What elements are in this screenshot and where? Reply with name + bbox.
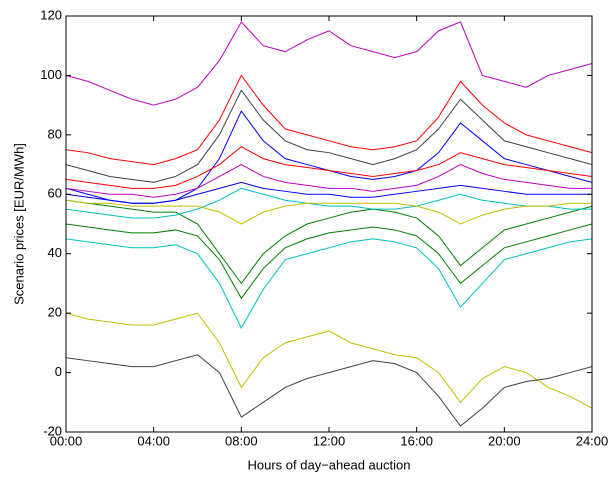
series-line — [66, 199, 592, 225]
x-tick-label: 24:00 — [576, 433, 609, 448]
x-tick-label: 00:00 — [50, 433, 83, 448]
series-line — [66, 223, 592, 300]
series-line — [66, 199, 592, 285]
x-tick-label: 04:00 — [137, 433, 170, 448]
x-axis-label: Hours of day−ahead auction — [248, 457, 411, 472]
series-line — [66, 164, 592, 198]
y-tick-label: 60 — [48, 186, 62, 201]
y-tick-label: 0 — [55, 364, 62, 379]
y-tick-label: 80 — [48, 126, 62, 141]
y-tick-label: 120 — [40, 7, 62, 22]
series-line — [66, 354, 592, 427]
x-tick-label: 12:00 — [313, 433, 346, 448]
series-line — [66, 238, 592, 330]
x-tick-label: 08:00 — [225, 433, 258, 448]
series-line — [66, 21, 592, 106]
series-line — [66, 74, 592, 166]
y-tick-label: -20 — [43, 423, 62, 438]
y-tick-label: 40 — [48, 245, 62, 260]
series-line — [66, 187, 592, 219]
series-line — [66, 312, 592, 409]
y-tick-label: 100 — [40, 67, 62, 82]
x-tick-label: 20:00 — [488, 433, 521, 448]
lines — [66, 21, 592, 427]
y-axis-label: Scenario prices [EUR/MWh] — [11, 143, 26, 305]
series-line — [66, 181, 592, 204]
series-line — [66, 89, 592, 183]
x-tick-label: 16:00 — [400, 433, 433, 448]
series-line — [66, 146, 592, 189]
y-tick-label: 20 — [48, 305, 62, 320]
